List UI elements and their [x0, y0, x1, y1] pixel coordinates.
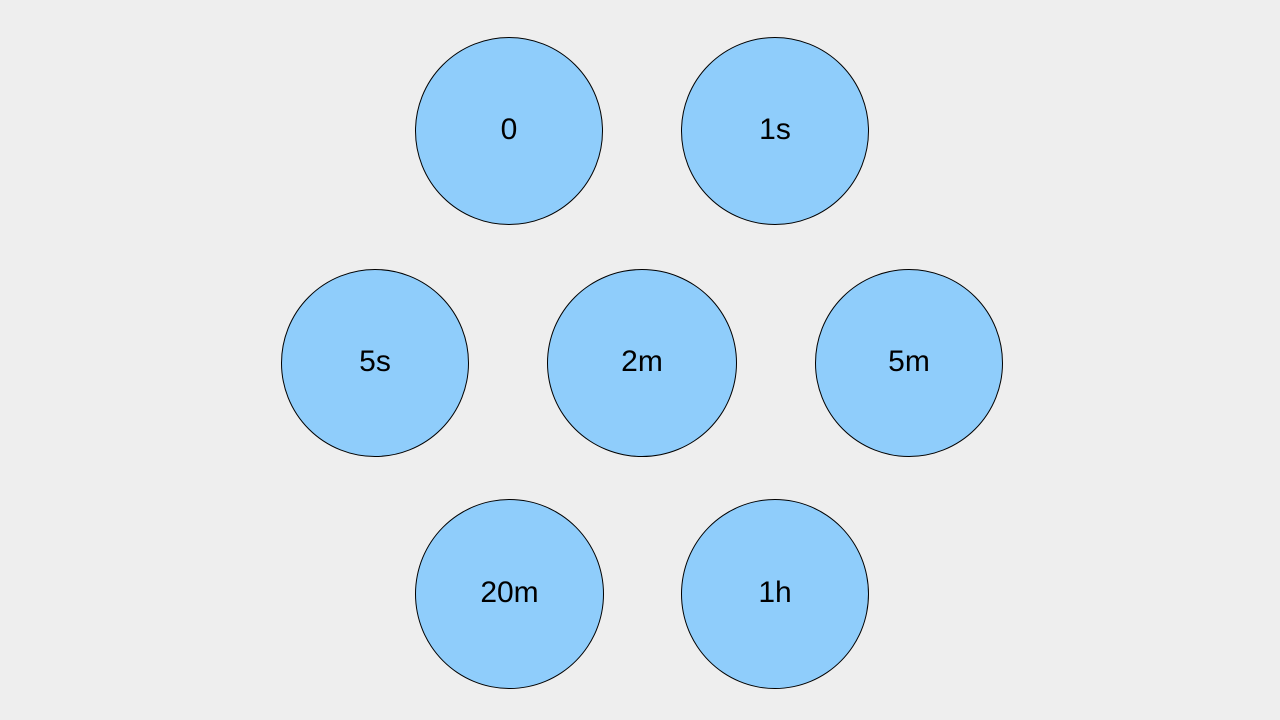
time-node-1h[interactable]: 1h [681, 499, 869, 689]
node-label: 1h [758, 576, 792, 609]
node-label: 20m [480, 576, 539, 609]
time-node-5m[interactable]: 5m [815, 269, 1003, 457]
time-node-1s[interactable]: 1s [681, 37, 869, 225]
time-node-20m[interactable]: 20m [415, 499, 604, 689]
node-label: 5m [888, 345, 930, 378]
node-label: 1s [759, 113, 791, 146]
time-node-0[interactable]: 0 [415, 37, 603, 225]
time-node-5s[interactable]: 5s [281, 269, 469, 457]
node-label: 2m [621, 345, 663, 378]
time-node-2m[interactable]: 2m [547, 269, 737, 457]
node-label: 0 [500, 113, 518, 146]
node-label: 5s [359, 345, 391, 378]
